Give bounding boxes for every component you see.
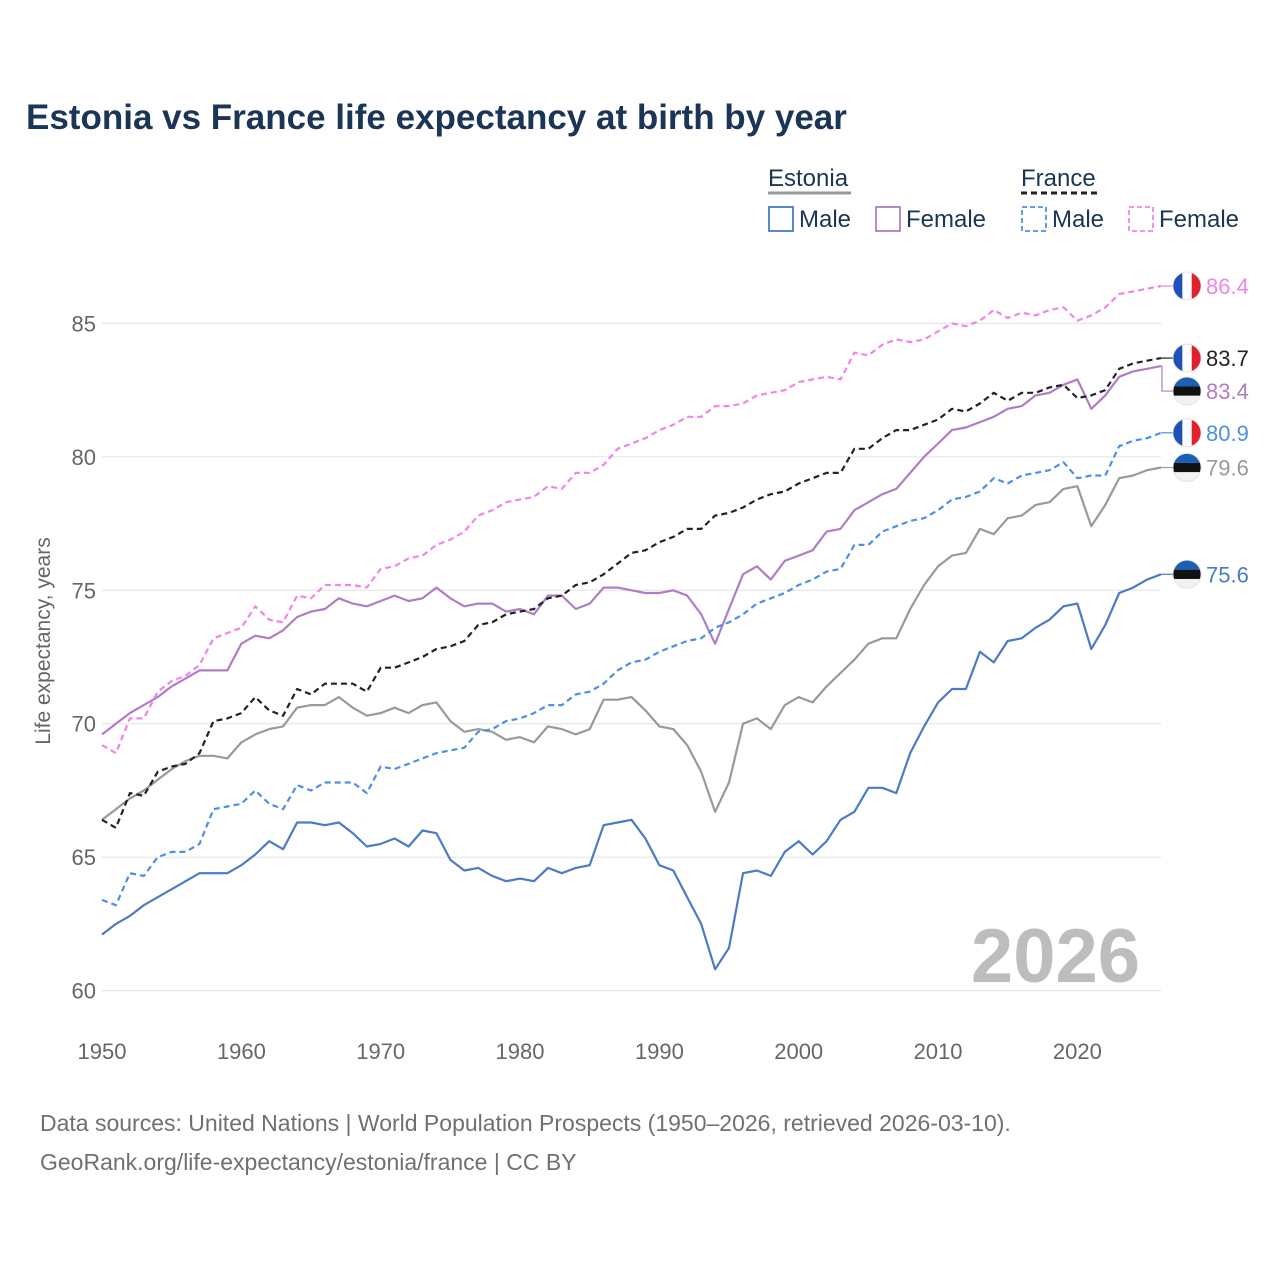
estonia-flag-icon bbox=[1173, 453, 1201, 482]
series-lines bbox=[101, 284, 1162, 971]
x-tick-label: 1980 bbox=[496, 1039, 545, 1064]
y-axis-label: Life expectancy, years bbox=[32, 537, 55, 744]
flag-outline bbox=[1172, 376, 1202, 406]
y-tick-label: 60 bbox=[72, 979, 96, 1004]
x-tick-label: 1950 bbox=[78, 1039, 127, 1064]
x-tick-label: 2000 bbox=[774, 1039, 823, 1064]
end-value-label: 80.9 bbox=[1206, 421, 1249, 446]
series-line-france-both bbox=[101, 357, 1162, 829]
legend-estonia-male-swatch bbox=[768, 206, 794, 232]
y-tick-label: 70 bbox=[72, 712, 96, 737]
gridlines bbox=[102, 322, 1161, 992]
end-connector bbox=[1161, 365, 1173, 392]
series-line-france-female bbox=[101, 284, 1162, 755]
y-tick-label: 80 bbox=[72, 445, 96, 470]
legend-estonia-female-swatch bbox=[875, 206, 901, 232]
legend-estonia-male-label: Male bbox=[799, 206, 851, 233]
legend-group-france: France bbox=[1021, 165, 1096, 192]
source-line-1: Data sources: United Nations | World Pop… bbox=[40, 1110, 1011, 1136]
legend: Estonia Male Female France Male Female bbox=[768, 165, 1239, 233]
estonia-flag-icon bbox=[1173, 377, 1201, 406]
y-tick-label: 75 bbox=[72, 578, 96, 603]
legend-estonia-female-label: Female bbox=[906, 206, 986, 233]
end-value-label: 75.6 bbox=[1206, 562, 1249, 587]
end-value-label: 86.4 bbox=[1206, 274, 1249, 299]
y-tick-label: 65 bbox=[72, 845, 96, 870]
x-tick-label: 2010 bbox=[914, 1039, 963, 1064]
x-tick-label: 2020 bbox=[1053, 1039, 1102, 1064]
x-tick-label: 1990 bbox=[635, 1039, 684, 1064]
end-labels: 86.4 83.7 83.4 80.9 79.6 75.6 bbox=[1161, 271, 1249, 589]
end-value-label: 83.4 bbox=[1206, 379, 1249, 404]
legend-france-male-swatch bbox=[1021, 206, 1047, 232]
source-line-2: GeoRank.org/life-expectancy/estonia/fran… bbox=[40, 1149, 577, 1175]
chart-title: Estonia vs France life expectancy at bir… bbox=[26, 98, 847, 137]
end-value-label: 83.7 bbox=[1206, 346, 1249, 371]
legend-group-estonia: Estonia bbox=[768, 165, 849, 192]
france-flag-icon bbox=[1173, 418, 1201, 447]
x-tick-label: 1960 bbox=[217, 1039, 266, 1064]
end-value-label: 79.6 bbox=[1206, 456, 1249, 481]
series-line-estonia-female bbox=[101, 365, 1162, 736]
x-tick-label: 1970 bbox=[356, 1039, 405, 1064]
flag-outline bbox=[1172, 418, 1202, 448]
series-line-estonia-male bbox=[101, 573, 1162, 971]
estonia-flag-icon bbox=[1173, 560, 1201, 589]
series-line-france-male bbox=[101, 431, 1162, 907]
flag-outline bbox=[1172, 343, 1202, 373]
france-flag-icon bbox=[1173, 344, 1201, 373]
flag-outline bbox=[1172, 271, 1202, 301]
legend-france-male-label: Male bbox=[1052, 206, 1104, 233]
legend-france-female-label: Female bbox=[1159, 206, 1239, 233]
legend-france-female-swatch bbox=[1128, 206, 1154, 232]
flag-outline bbox=[1172, 453, 1202, 482]
france-flag-icon bbox=[1173, 272, 1201, 301]
flag-outline bbox=[1172, 559, 1202, 589]
year-watermark: 2026 bbox=[971, 914, 1140, 999]
x-axis-ticks: 1950 1960 1970 1980 1990 2000 2010 2020 bbox=[78, 1039, 1102, 1064]
y-tick-label: 85 bbox=[72, 311, 96, 336]
series-line-estonia-both bbox=[101, 466, 1162, 821]
y-axis-ticks: 60 65 70 75 80 85 bbox=[72, 311, 96, 1003]
